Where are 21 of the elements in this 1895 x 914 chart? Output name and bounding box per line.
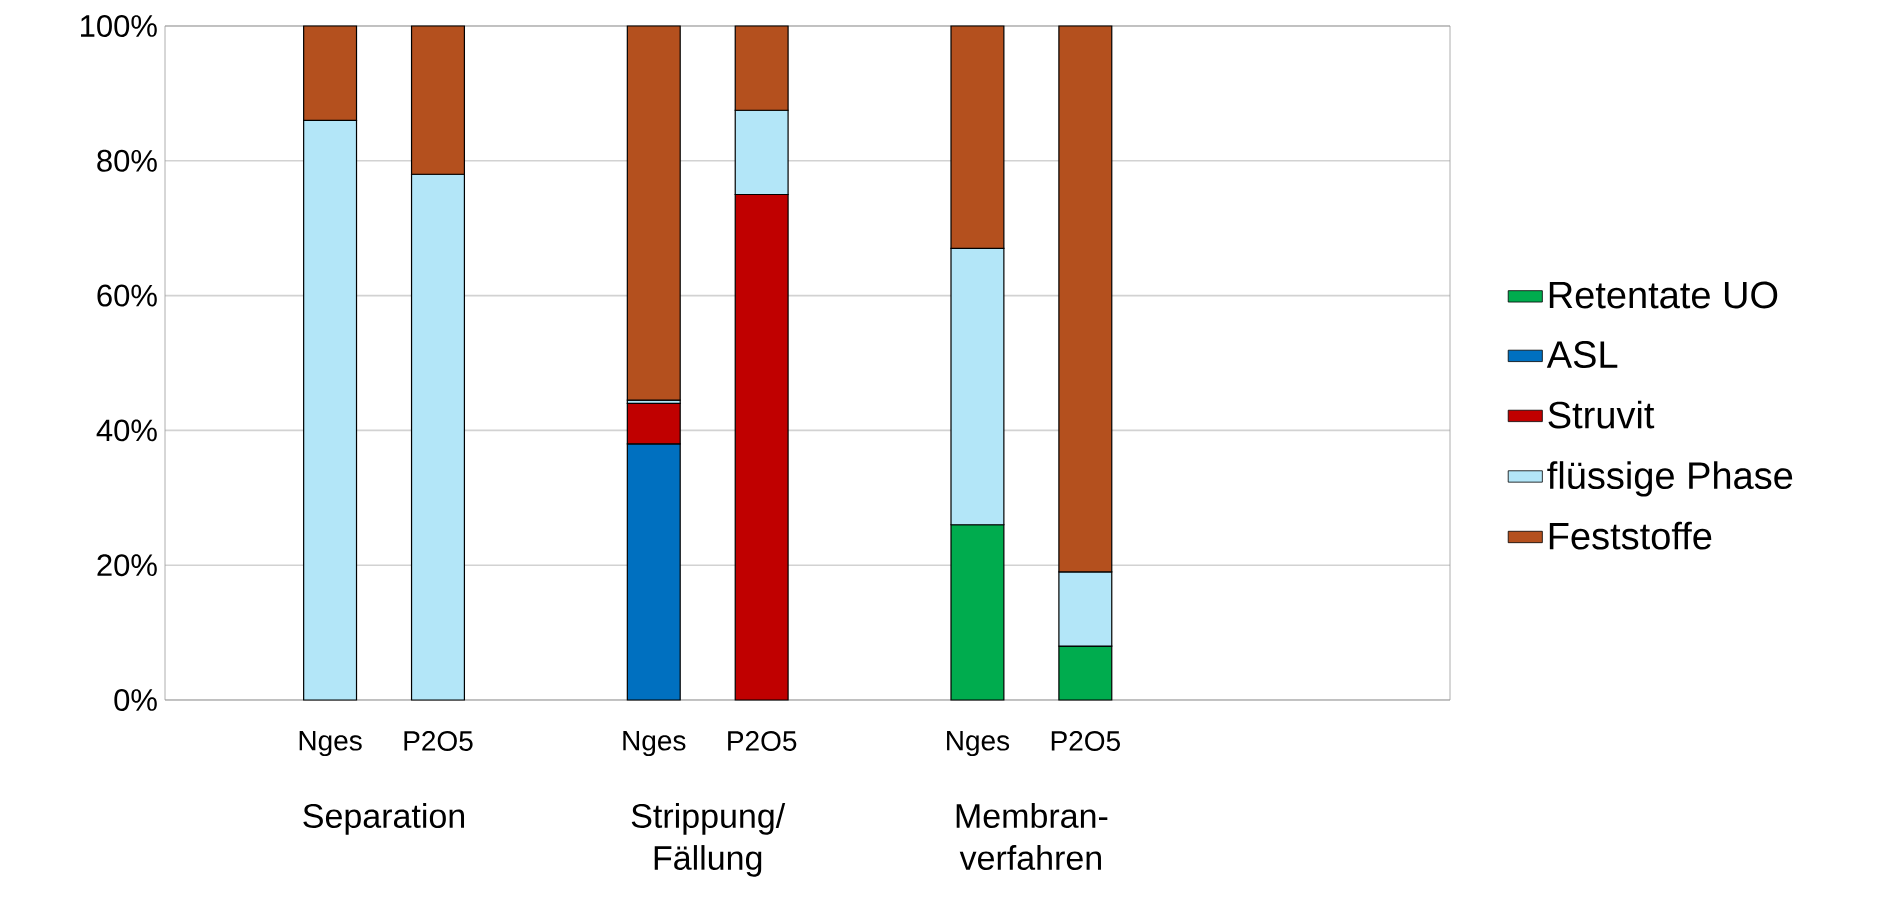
- text: Membran-verfahren: [956, 803, 1108, 871]
- legend-label: Feststoffe: [1549, 521, 1712, 550]
- x-tick-label: Nges: [947, 731, 1010, 757]
- legend-label: Retentate UO: [1549, 281, 1778, 309]
- legend-label: Struvit: [1548, 400, 1655, 429]
- text: Strippung/ Fällung: [631, 803, 786, 877]
- x-tick-label: P2O5: [1051, 731, 1120, 751]
- y-tick-label: 0%: [114, 689, 157, 711]
- bar: [626, 25, 681, 401]
- y-tick-label: 100%: [81, 15, 157, 37]
- legend-label: flüssige Phase: [1547, 461, 1793, 497]
- text: Separation: [303, 803, 465, 835]
- y-tick-label: 80%: [97, 149, 157, 172]
- y-tick-label: 20%: [97, 554, 157, 577]
- x-tick-label: Nges: [299, 731, 362, 757]
- y-tick-label: 40%: [96, 419, 157, 442]
- legend-label: ASL: [1546, 341, 1618, 369]
- x-tick-label: P2O5: [728, 731, 797, 751]
- y-tick-label: 60%: [97, 284, 157, 307]
- x-tick-label: P2O5: [404, 731, 473, 751]
- x-tick-label: Nges: [623, 731, 686, 757]
